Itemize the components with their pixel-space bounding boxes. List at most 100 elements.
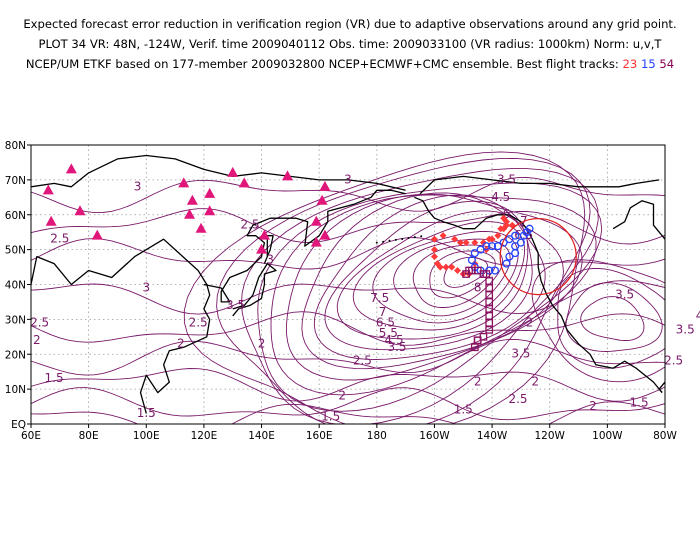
contour-label: 1.5 [137, 406, 156, 420]
contour-label: 2.5 [353, 354, 372, 368]
track-23-marker [500, 214, 508, 222]
contour-label: 4.5 [491, 190, 510, 204]
coastline [658, 381, 665, 394]
y-tick-label: 20N [5, 349, 26, 361]
contour-label: 3.5 [387, 340, 406, 354]
contour-line [372, 230, 519, 324]
track-2-label: 15 [640, 57, 656, 71]
track-15-marker [511, 231, 520, 240]
triangle-marker [204, 205, 216, 216]
triangle-marker [186, 194, 198, 205]
contour-label: 4.5 [385, 333, 404, 347]
x-tick-label: 100E [133, 430, 160, 442]
track-23-marker [494, 232, 502, 240]
contour-line [443, 257, 489, 288]
aleutian-island [407, 237, 410, 240]
aleutian-island [413, 236, 416, 239]
title-line-1: Expected forecast error reduction in ver… [23, 17, 677, 31]
contour-label: 3.5 [615, 287, 634, 301]
coastline [263, 235, 274, 264]
triangle-marker [42, 184, 54, 195]
contour-line [313, 194, 546, 360]
track-23-marker [448, 263, 456, 271]
triangle-marker [310, 215, 322, 226]
track-23-marker [479, 239, 487, 247]
x-tick-label: 60E [21, 430, 41, 442]
y-tick-label: 30N [5, 314, 26, 326]
flight-tracks [430, 214, 534, 352]
triangle-marker [319, 180, 331, 191]
track-23-marker [430, 253, 438, 261]
x-tick-label: 160E [306, 430, 333, 442]
contour-line [31, 368, 665, 402]
contour-label: 2.5 [508, 392, 527, 406]
coastline [31, 238, 211, 414]
x-tick-label: 80W [653, 430, 677, 442]
track-23-marker [488, 235, 496, 243]
aleutian-island [420, 235, 423, 238]
contour-label: 4 [696, 308, 700, 322]
triangle-marker [204, 187, 216, 198]
x-tick-label: 180 [367, 430, 387, 442]
track-23-marker [433, 260, 441, 268]
x-tick-label: 160W [419, 430, 450, 442]
title-line-3-prefix: NCEP/UM ETKF based on 177-member 2009032… [25, 57, 623, 71]
contour-label: 3.5 [511, 347, 530, 361]
contour-line [429, 250, 496, 299]
contour-label: 3 [266, 253, 274, 267]
contour-line [241, 168, 599, 424]
contour-line [270, 194, 597, 396]
triangle-marker [227, 166, 239, 177]
contour-label: 2 [531, 375, 539, 389]
aleutian-island [382, 240, 385, 243]
contour-label: 3 [344, 172, 352, 186]
track-1-label: 23 [622, 57, 638, 71]
contour-label: 2 [258, 336, 266, 350]
track-15-marker [511, 249, 520, 258]
track-23-marker [430, 235, 438, 243]
coastline [419, 175, 660, 195]
track-23-marker [456, 239, 464, 247]
track-15-marker [499, 238, 508, 247]
track-23-marker [497, 225, 505, 233]
track-15-marker [488, 242, 497, 251]
track-23-marker [451, 235, 459, 243]
triangle-marker [178, 177, 190, 188]
title-line-2: PLOT 34 VR: 48N, -124W, Verif. time 2009… [38, 37, 662, 51]
coastlines [31, 154, 665, 414]
track-15-marker [490, 266, 500, 275]
x-tick-label: 140E [248, 430, 275, 442]
coastline [612, 200, 665, 240]
track-15-marker [505, 235, 514, 244]
track-3-label: 54 [659, 57, 675, 71]
contour-label: 2 [177, 336, 185, 350]
contour-label: 2.5 [240, 218, 259, 232]
contour-line [393, 238, 511, 317]
contour-line [324, 200, 533, 351]
coastline [203, 189, 406, 303]
contour-label: 2 [526, 315, 534, 329]
triangle-marker [65, 163, 77, 174]
y-tick-label: 50N [5, 245, 26, 257]
aleutian-island [375, 241, 378, 244]
y-tick-label: 70N [5, 175, 26, 187]
contour-label: 1.5 [630, 396, 649, 410]
triangle-marker [258, 229, 270, 240]
y-tick-label: 10N [5, 384, 26, 396]
x-tick-label: 120E [191, 430, 218, 442]
triangle-marker [238, 177, 250, 188]
track-54-marker [470, 343, 479, 352]
contour-line [336, 210, 529, 340]
figure-title: Expected forecast error reduction in ver… [0, 14, 700, 74]
triangle-marker [316, 194, 328, 205]
x-tick-label: 100W [592, 430, 623, 442]
contour-label: 3.5 [226, 298, 245, 312]
y-axis-ticks: EQ 10N 20N 30N 40N 50N 60N 70N 80N [5, 140, 31, 431]
y-tick-label: 80N [5, 140, 26, 152]
triangle-marker [310, 236, 322, 247]
aleutian-island [388, 239, 391, 242]
track-15-marker [502, 259, 511, 268]
coastline [414, 196, 663, 394]
